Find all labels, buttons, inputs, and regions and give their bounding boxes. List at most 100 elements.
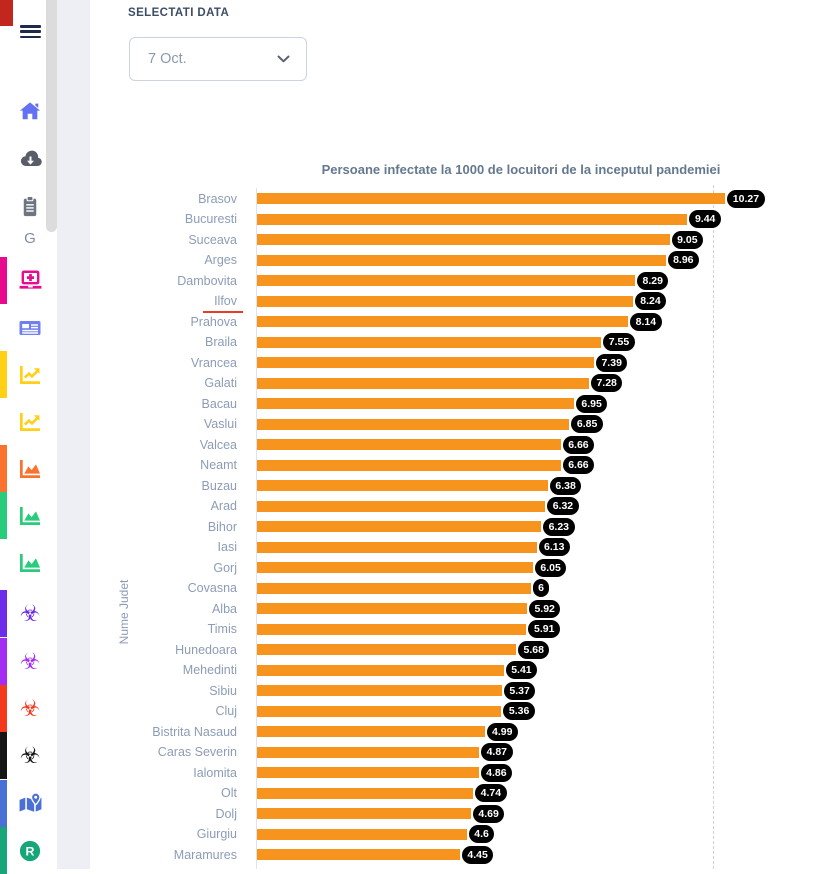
bar-caras-severin[interactable]: [257, 746, 480, 758]
registered-icon: R: [19, 840, 41, 862]
svg-text:R: R: [26, 844, 35, 858]
category-label: Cluj: [215, 704, 237, 718]
chart-area-icon: [18, 505, 42, 527]
infections-chart: Persoane infectate la 1000 de locuitori …: [90, 0, 816, 869]
bar-vaslui[interactable]: [257, 418, 570, 430]
bar-covasna[interactable]: [257, 582, 531, 594]
sidebar-item-downloads[interactable]: [16, 145, 44, 173]
sidebar-item-biohazard-3[interactable]: ☣: [16, 694, 44, 722]
chart-row: Sibiu 5.37: [90, 681, 816, 701]
category-label: Galati: [204, 376, 237, 390]
sidebar-item-reports[interactable]: [16, 193, 44, 221]
chart-line-icon: [18, 411, 42, 433]
bar-alba[interactable]: [257, 603, 527, 614]
sidebar-item-biohazard-1[interactable]: ☣: [16, 600, 44, 628]
active-indicator-r-rate: [0, 827, 7, 874]
sidebar-item-biohazard-4[interactable]: ☣: [16, 742, 44, 770]
bar-gorj[interactable]: [257, 562, 533, 573]
active-indicator-biohazard-4: [0, 732, 7, 779]
active-indicator-biohazard-2: [0, 637, 7, 685]
sidebar-item-biohazard-2[interactable]: ☣: [16, 647, 44, 675]
value-label: 9.44: [689, 210, 721, 228]
sidebar-item-g[interactable]: G: [16, 224, 44, 252]
letter-g-icon: G: [24, 229, 36, 247]
bar-bihor[interactable]: [257, 521, 542, 532]
bar-prahova[interactable]: [257, 316, 629, 327]
bar-brasov[interactable]: [257, 193, 726, 204]
value-label: 5.37: [503, 681, 536, 700]
chart-line-icon: [18, 364, 42, 386]
chart-row: Timis 5.91: [90, 619, 816, 639]
sidebar-scrollbar-thumb[interactable]: [46, 0, 57, 232]
sidebar-item-r-rate[interactable]: R: [16, 837, 44, 865]
category-label: Iasi: [217, 540, 237, 554]
chart-title: Persoane infectate la 1000 de locuitori …: [321, 162, 721, 177]
bar-mehedinti[interactable]: [257, 664, 504, 676]
category-label: Buzau: [201, 478, 237, 493]
bar-timis[interactable]: [257, 623, 527, 635]
category-label: Covasna: [187, 581, 237, 595]
value-label: 4.74: [475, 784, 507, 802]
bar-olt[interactable]: [257, 787, 474, 799]
bar-ilfov[interactable]: [257, 295, 633, 307]
sidebar-item-area-2[interactable]: [16, 502, 44, 530]
bar-maramures[interactable]: [257, 849, 460, 860]
value-label: 4.99: [486, 722, 518, 741]
date-select[interactable]: 7 Oct.: [129, 37, 307, 81]
home-icon: [19, 100, 41, 122]
chart-row: Arad 6.32: [90, 496, 816, 516]
bar-iasi[interactable]: [257, 541, 537, 553]
bar-suceava[interactable]: [257, 234, 670, 245]
value-label: 6.85: [571, 415, 603, 433]
active-indicator-area-2: [0, 492, 7, 539]
bar-arges[interactable]: [257, 254, 666, 266]
value-label: 7.55: [603, 333, 635, 351]
category-label: Bucuresti: [184, 212, 237, 226]
bar-bacau[interactable]: [257, 398, 574, 409]
biohazard-icon: ☣: [19, 694, 41, 721]
value-label: 4.86: [480, 763, 513, 782]
sidebar-item-home[interactable]: [16, 97, 44, 125]
category-label: Neamt: [200, 458, 237, 472]
chart-row: Gorj 6.05: [90, 558, 816, 578]
bar-cluj[interactable]: [257, 705, 502, 717]
menu-toggle[interactable]: [20, 25, 41, 39]
bar-vrancea[interactable]: [257, 357, 594, 368]
chart-row: Vaslui 6.85: [90, 414, 816, 434]
category-label: Hunedoara: [175, 642, 237, 657]
chart-row: Giurgiu 4.6: [90, 824, 816, 844]
bar-braila[interactable]: [257, 336, 602, 348]
sidebar-item-map[interactable]: [16, 789, 44, 817]
sidebar-item-area-1[interactable]: [16, 455, 44, 483]
main-content: SELECTATI DATA 7 Oct. Persoane infectate…: [90, 0, 816, 869]
active-indicator-area-1: [0, 445, 7, 492]
sidebar-item-trend-1[interactable]: [16, 361, 44, 389]
chart-row: Vrancea 7.39: [90, 353, 816, 373]
bar-sibiu[interactable]: [257, 685, 502, 696]
biohazard-icon: ☣: [19, 647, 41, 674]
bar-giurgiu[interactable]: [257, 828, 467, 840]
bar-arad[interactable]: [257, 500, 546, 512]
sidebar-item-cases[interactable]: [16, 267, 44, 295]
category-label: Bacau: [201, 396, 237, 411]
bar-bistrita-nasaud[interactable]: [257, 726, 485, 737]
bar-galati[interactable]: [257, 377, 589, 389]
bar-dambovita[interactable]: [257, 275, 636, 286]
sidebar-item-news[interactable]: [16, 314, 44, 342]
bar-ialomita[interactable]: [257, 767, 479, 778]
bar-neamt[interactable]: [257, 459, 561, 471]
active-indicator-cases: [0, 257, 7, 304]
chart-row: Hunedoara 5.68: [90, 640, 816, 660]
bar-dolj[interactable]: [257, 808, 471, 819]
sidebar-item-area-3[interactable]: [16, 549, 44, 577]
chart-row: Valcea 6.66: [90, 435, 816, 455]
sidebar: G ☣ ☣ ☣ ☣ R: [0, 0, 57, 874]
sidebar-item-trend-2[interactable]: [16, 408, 44, 436]
value-label: 6.23: [543, 517, 575, 536]
chart-row: Galati 7.28: [90, 373, 816, 393]
bar-bucuresti[interactable]: [257, 213, 688, 225]
bar-valcea[interactable]: [257, 439, 561, 450]
bar-buzau[interactable]: [257, 480, 548, 491]
bar-hunedoara[interactable]: [257, 644, 516, 655]
category-label: Mehedinti: [182, 663, 237, 677]
